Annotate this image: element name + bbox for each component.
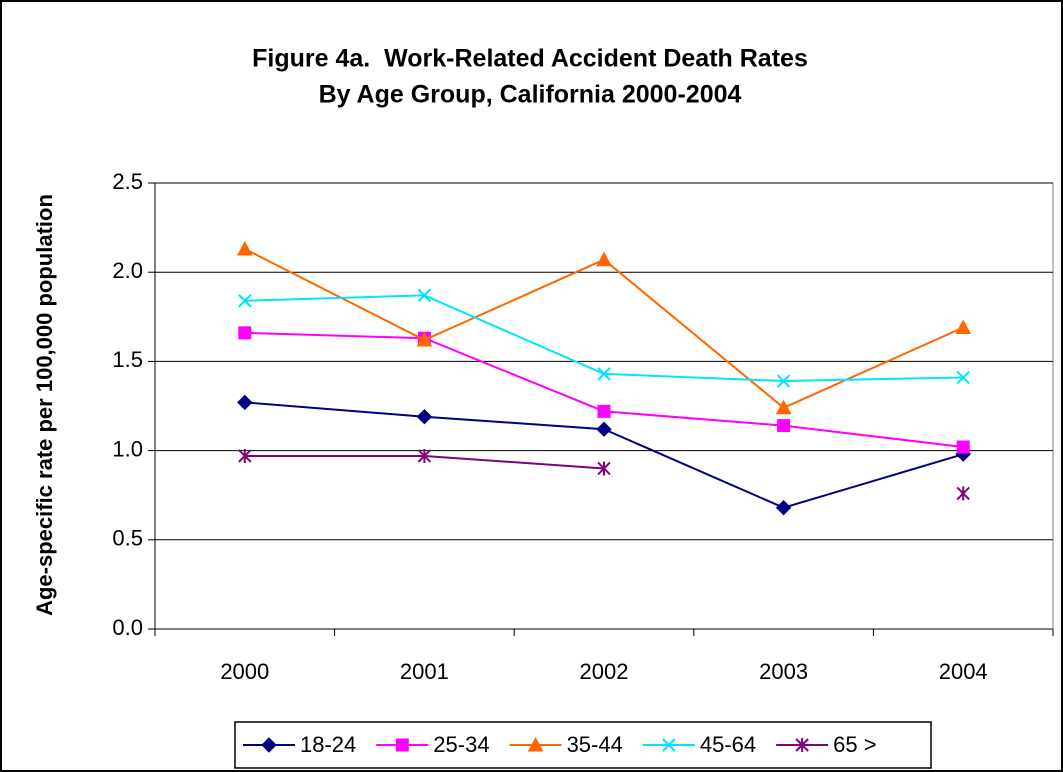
- y-tick-label: 1.0: [112, 436, 143, 461]
- marker: [395, 738, 409, 752]
- marker: [597, 367, 611, 381]
- y-tick-label: 2.5: [112, 169, 143, 194]
- legend-label: 45-64: [700, 732, 756, 757]
- marker: [261, 737, 277, 753]
- y-tick-label: 1.5: [112, 347, 143, 372]
- marker: [956, 486, 970, 501]
- marker: [776, 374, 791, 388]
- marker: [662, 738, 676, 752]
- marker: [238, 294, 252, 308]
- marker: [956, 370, 970, 385]
- chart-subtitle: By Age Group, California 2000-2004: [319, 81, 742, 109]
- marker: [416, 408, 433, 425]
- marker: [955, 319, 972, 335]
- marker: [237, 394, 253, 411]
- legend-label: 18-24: [300, 732, 356, 757]
- marker: [238, 448, 252, 463]
- y-tick-label: 0.5: [112, 526, 143, 551]
- marker: [417, 448, 432, 463]
- chart-title: Figure 4a. Work-Related Accident Death R…: [252, 45, 808, 73]
- marker: [416, 331, 433, 347]
- marker: [775, 499, 792, 516]
- marker: [597, 404, 611, 418]
- marker: [417, 288, 432, 303]
- legend-label: 35-44: [567, 732, 623, 757]
- marker: [597, 461, 611, 476]
- marker: [775, 399, 792, 415]
- marker: [777, 419, 791, 433]
- y-tick-label: 2.0: [112, 258, 143, 283]
- x-tick-label: 2004: [939, 659, 988, 684]
- legend-label: 65 >: [833, 732, 876, 757]
- marker: [238, 326, 252, 340]
- y-axis-label: Age-specific rate per 100,000 population: [32, 194, 57, 616]
- legend-label: 25-34: [433, 732, 489, 757]
- marker: [596, 251, 612, 267]
- marker: [956, 440, 970, 454]
- x-tick-label: 2003: [759, 659, 808, 684]
- x-tick-label: 2001: [400, 659, 449, 684]
- marker: [795, 738, 809, 752]
- marker: [527, 736, 544, 752]
- x-tick-label: 2000: [220, 659, 269, 684]
- y-tick-label: 0.0: [112, 615, 143, 640]
- marker: [596, 421, 612, 437]
- marker: [236, 240, 253, 256]
- x-tick-label: 2002: [580, 659, 629, 684]
